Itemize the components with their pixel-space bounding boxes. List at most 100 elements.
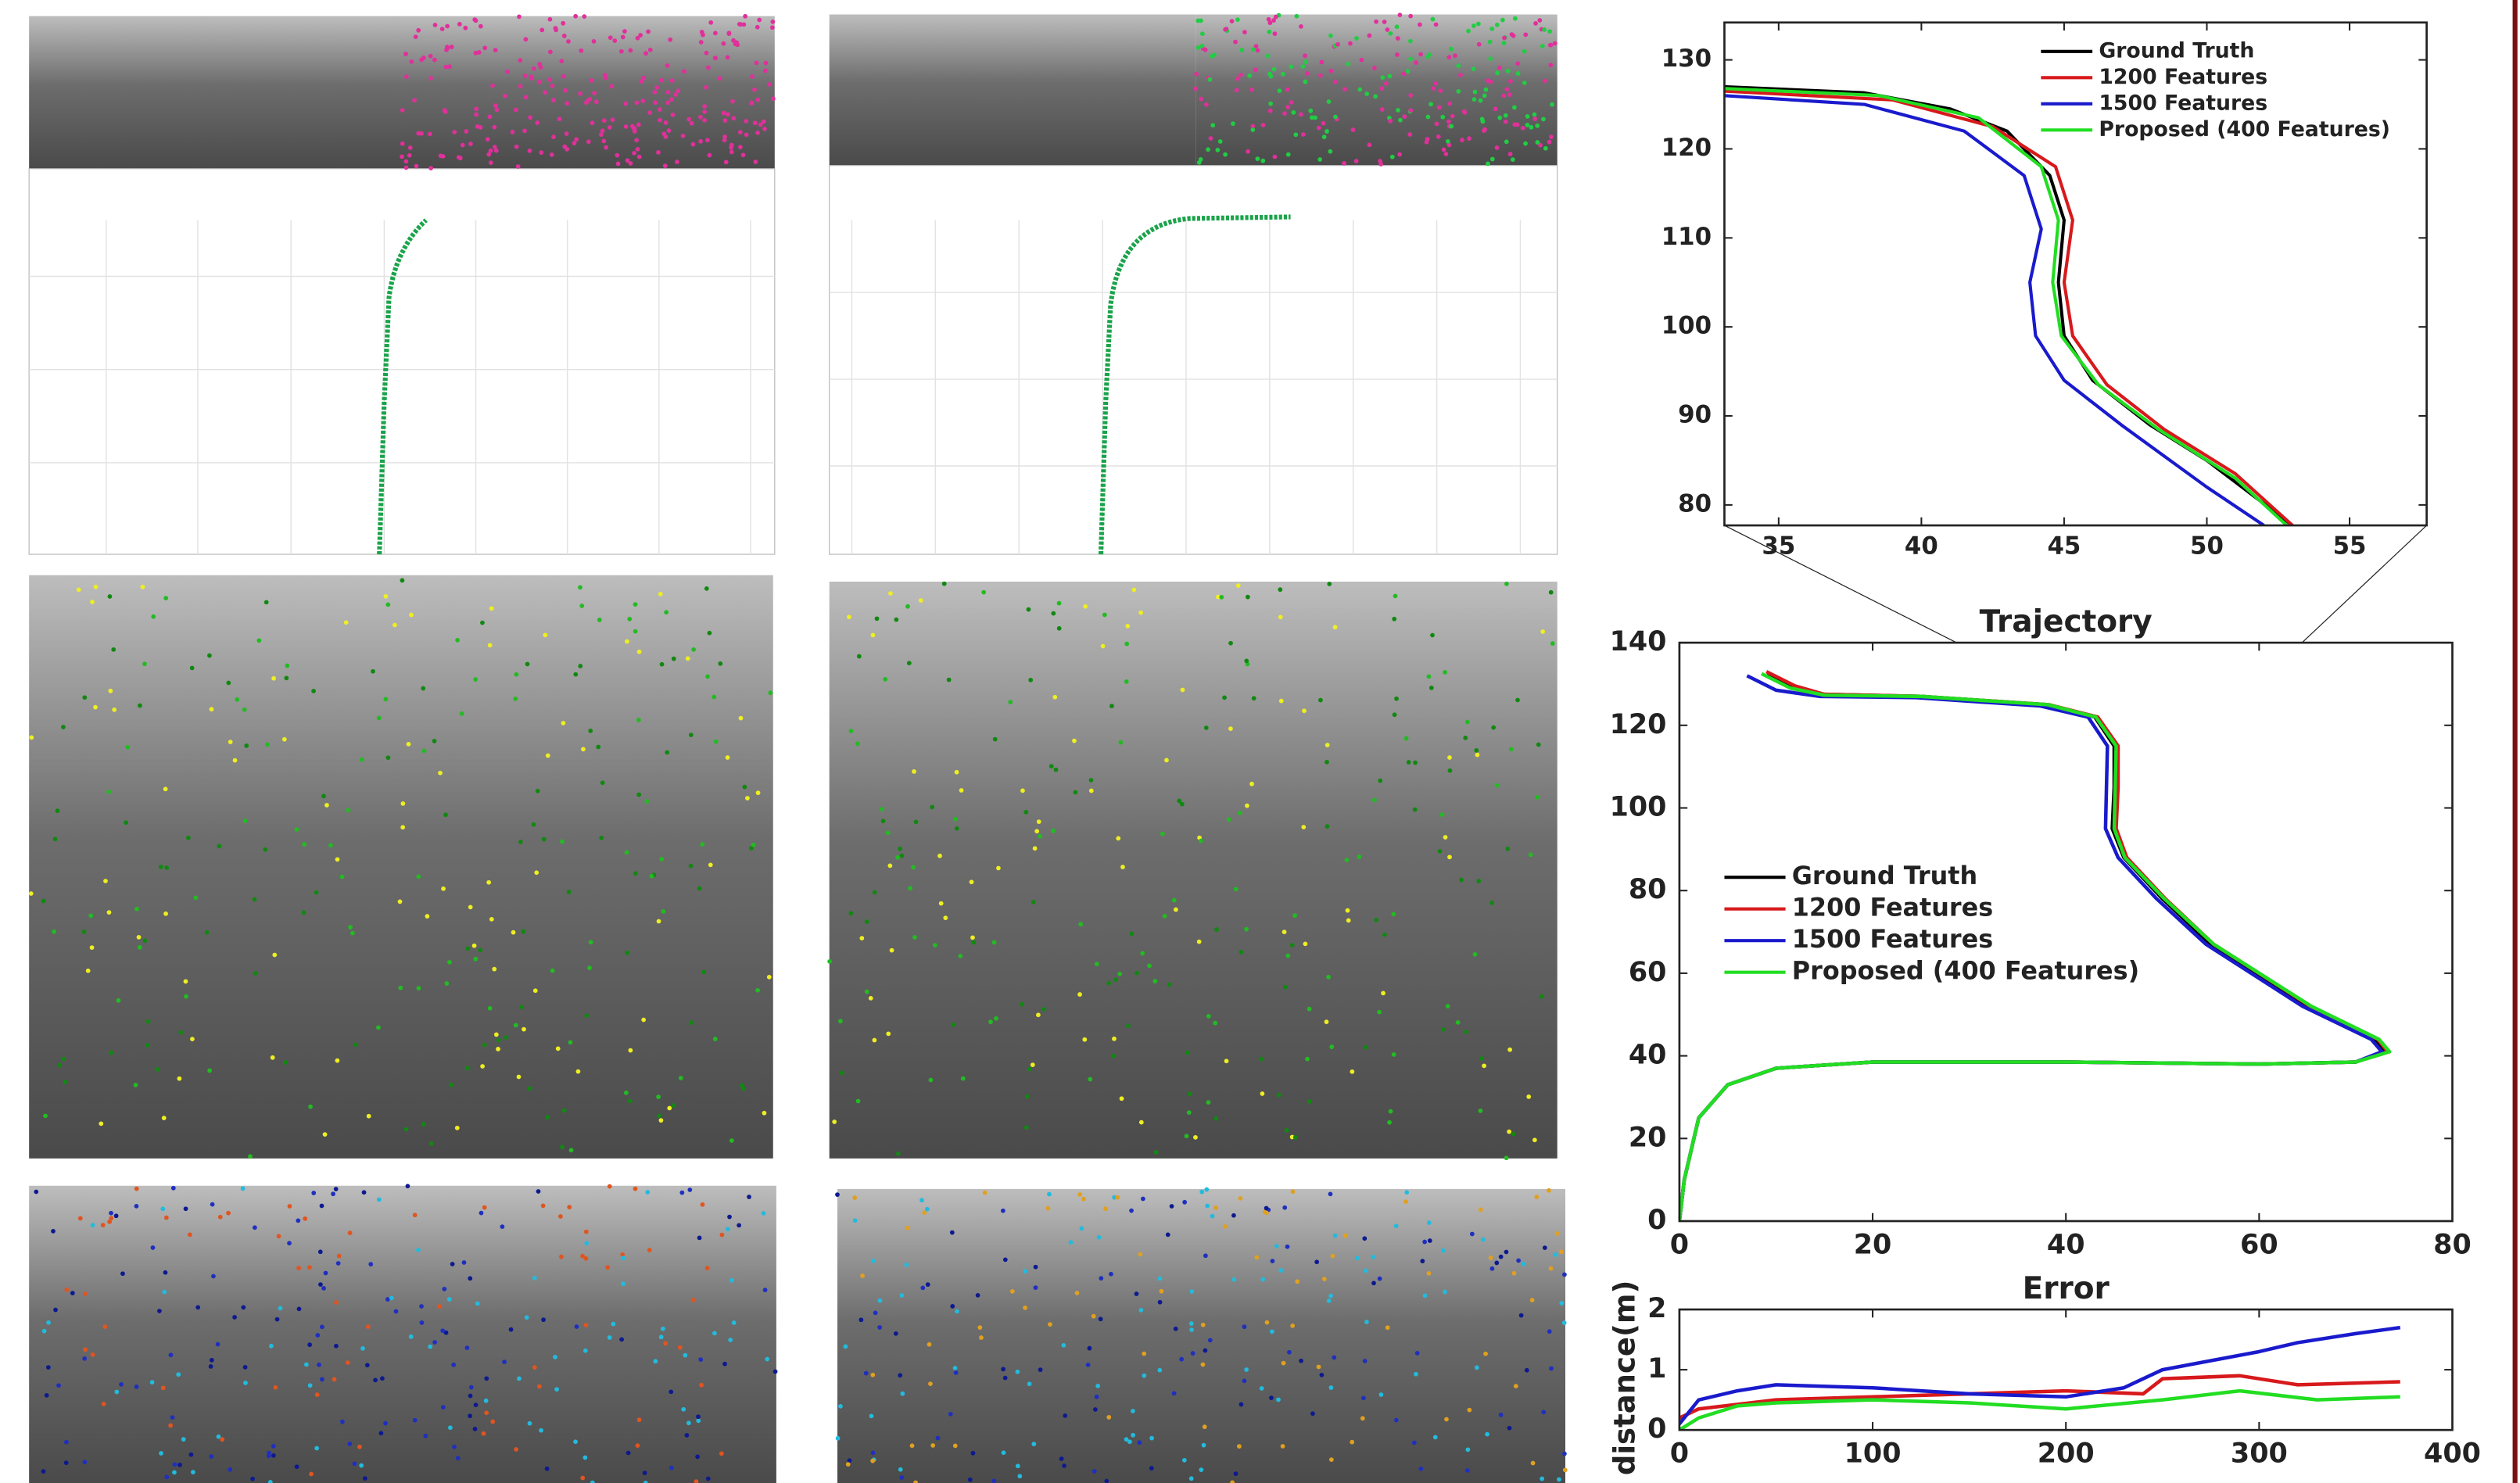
feature-point: [209, 1357, 214, 1363]
feature-point: [428, 53, 433, 59]
feature-point: [473, 956, 479, 962]
feature-point: [1408, 93, 1414, 98]
feature-point: [1202, 1424, 1207, 1430]
feature-point: [726, 1227, 730, 1232]
y-axis-label: distance(m): [1608, 1281, 1642, 1475]
feature-point: [912, 769, 916, 774]
feature-point: [1332, 79, 1338, 84]
feature-point: [311, 689, 316, 693]
feature-point: [1124, 679, 1129, 684]
feature-point: [368, 1262, 374, 1267]
feature-point: [1015, 1463, 1020, 1469]
feature-point: [753, 159, 758, 164]
feature-point: [977, 1325, 983, 1331]
feature-point: [248, 1154, 253, 1159]
feature-point: [339, 874, 345, 879]
feature-point: [1381, 990, 1385, 996]
feature-point: [361, 1190, 367, 1195]
feature-point: [596, 744, 601, 750]
feature-point: [1118, 740, 1124, 745]
feature-point: [1559, 1301, 1565, 1306]
feature-point: [1459, 877, 1464, 883]
feature-point: [1407, 132, 1413, 137]
feature-point: [1446, 55, 1452, 60]
feature-point: [1285, 152, 1291, 157]
feature-point: [400, 154, 404, 159]
feature-point: [172, 1470, 177, 1475]
feature-point: [1432, 1435, 1438, 1440]
feature-point: [638, 33, 643, 38]
feature-point: [474, 106, 479, 112]
feature-point: [464, 1345, 470, 1350]
feature-point: [1548, 1266, 1554, 1271]
feature-point: [1287, 1349, 1292, 1355]
feature-point: [1301, 825, 1307, 829]
feature-point: [583, 1256, 589, 1261]
feature-point: [565, 101, 570, 106]
feature-point: [163, 786, 168, 792]
feature-point: [1193, 1134, 1198, 1140]
feature-point: [1213, 1116, 1219, 1121]
feature-point: [1045, 1205, 1051, 1211]
feature-point: [439, 27, 445, 31]
camera-image: [829, 582, 1558, 1159]
feature-point: [870, 1450, 876, 1456]
feature-point: [1447, 768, 1453, 773]
feature-point: [1282, 1205, 1288, 1210]
feature-point: [918, 598, 923, 603]
feature-point: [83, 1291, 88, 1296]
feature-point: [242, 819, 248, 823]
feature-point: [1529, 1298, 1535, 1302]
feature-point: [635, 146, 640, 152]
feature-point: [951, 1022, 956, 1027]
feature-point: [1267, 108, 1273, 113]
feature-point: [663, 134, 669, 139]
feature-point: [1385, 27, 1390, 32]
feature-point: [761, 1211, 766, 1216]
feature-point: [1008, 700, 1013, 705]
feature-point: [1354, 36, 1359, 41]
feature-point: [1106, 980, 1112, 986]
feature-point: [1354, 1256, 1360, 1261]
feature-point: [647, 47, 653, 52]
feature-point: [1253, 67, 1258, 73]
feature-point: [529, 74, 534, 80]
feature-point: [612, 38, 618, 43]
feature-point: [954, 769, 959, 775]
feature-point: [28, 891, 34, 896]
feature-point: [1213, 1020, 1218, 1026]
feature-point: [1049, 764, 1054, 769]
feature-point: [438, 153, 443, 159]
feature-point: [1385, 1325, 1390, 1331]
feature-point: [717, 76, 722, 81]
feature-point: [953, 816, 958, 822]
feature-point: [541, 836, 547, 842]
feature-point: [722, 138, 727, 143]
feature-point: [838, 1403, 843, 1409]
feature-point: [90, 1352, 95, 1357]
feature-point: [632, 150, 636, 156]
feature-point: [742, 784, 747, 790]
feature-point: [1001, 1450, 1006, 1456]
feature-point: [416, 27, 421, 33]
feature-point: [1219, 595, 1224, 600]
feature-point: [1236, 1444, 1242, 1449]
feature-point: [217, 844, 222, 849]
feature-point: [930, 1443, 936, 1448]
feature-point: [893, 1331, 898, 1336]
feature-point: [416, 874, 421, 879]
feature-point: [1504, 139, 1509, 145]
feature-point: [953, 1370, 959, 1375]
feature-point: [1231, 121, 1235, 127]
feature-point: [1516, 1258, 1522, 1263]
feature-point: [1418, 22, 1422, 27]
feature-point: [414, 163, 419, 169]
feature-point: [1504, 1249, 1509, 1255]
feature-point: [622, 29, 627, 34]
feature-point: [855, 741, 860, 747]
feature-point: [1002, 1257, 1008, 1263]
feature-point: [102, 1324, 108, 1329]
feature-point: [664, 610, 669, 615]
feature-point: [471, 943, 477, 948]
feature-point: [678, 1076, 683, 1081]
